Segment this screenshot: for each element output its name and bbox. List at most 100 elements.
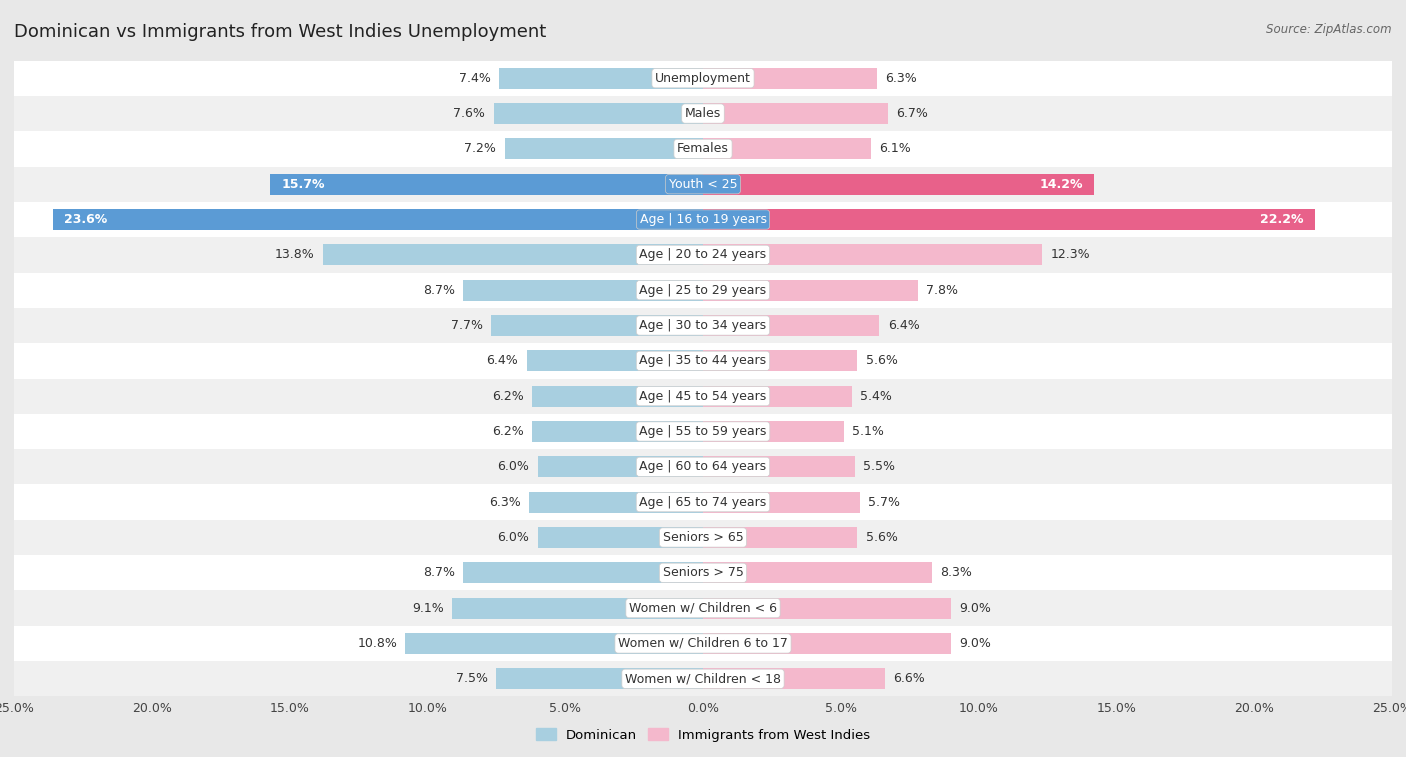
Bar (14, 661, 1392, 696)
Text: 5.7%: 5.7% (869, 496, 900, 509)
Bar (703, 103, 887, 124)
Bar (537, 456, 703, 478)
Bar (703, 421, 844, 442)
Text: Source: ZipAtlas.com: Source: ZipAtlas.com (1267, 23, 1392, 36)
Bar (323, 245, 703, 266)
Text: 10.8%: 10.8% (357, 637, 396, 650)
Bar (499, 67, 703, 89)
Text: Males: Males (685, 107, 721, 120)
Text: 7.2%: 7.2% (464, 142, 496, 155)
Text: Age | 65 to 74 years: Age | 65 to 74 years (640, 496, 766, 509)
Bar (703, 633, 950, 654)
Text: 9.0%: 9.0% (959, 602, 991, 615)
Text: Age | 60 to 64 years: Age | 60 to 64 years (640, 460, 766, 473)
Text: Females: Females (678, 142, 728, 155)
Bar (703, 67, 876, 89)
Text: 6.1%: 6.1% (879, 142, 911, 155)
Text: 7.4%: 7.4% (458, 72, 491, 85)
Text: Women w/ Children 6 to 17: Women w/ Children 6 to 17 (619, 637, 787, 650)
Bar (703, 597, 950, 618)
Bar (703, 456, 855, 478)
Bar (703, 315, 879, 336)
Text: Dominican vs Immigrants from West Indies Unemployment: Dominican vs Immigrants from West Indies… (14, 23, 547, 41)
Text: Age | 35 to 44 years: Age | 35 to 44 years (640, 354, 766, 367)
Bar (52, 209, 703, 230)
Bar (703, 562, 932, 584)
Bar (270, 173, 703, 195)
Text: 6.4%: 6.4% (887, 319, 920, 332)
Text: Women w/ Children < 18: Women w/ Children < 18 (626, 672, 780, 685)
Text: 6.3%: 6.3% (884, 72, 917, 85)
Bar (537, 527, 703, 548)
Bar (14, 308, 1392, 343)
Bar (531, 421, 703, 442)
Text: Age | 55 to 59 years: Age | 55 to 59 years (640, 425, 766, 438)
Text: 5.6%: 5.6% (866, 354, 897, 367)
Bar (703, 350, 858, 372)
Text: 23.6%: 23.6% (63, 213, 107, 226)
Bar (14, 61, 1392, 96)
Bar (14, 96, 1392, 131)
Bar (14, 449, 1392, 484)
Text: 6.4%: 6.4% (486, 354, 519, 367)
Text: Age | 45 to 54 years: Age | 45 to 54 years (640, 390, 766, 403)
Bar (14, 167, 1392, 202)
Bar (14, 555, 1392, 590)
Bar (703, 385, 852, 407)
Bar (453, 597, 703, 618)
Text: Seniors > 65: Seniors > 65 (662, 531, 744, 544)
Text: 14.2%: 14.2% (1040, 178, 1083, 191)
Bar (703, 491, 860, 512)
Bar (14, 237, 1392, 273)
Text: 6.6%: 6.6% (893, 672, 925, 685)
Bar (703, 245, 1042, 266)
Text: 6.3%: 6.3% (489, 496, 522, 509)
Text: 5.6%: 5.6% (866, 531, 897, 544)
Text: Women w/ Children < 6: Women w/ Children < 6 (628, 602, 778, 615)
Bar (14, 414, 1392, 449)
Text: 9.0%: 9.0% (959, 637, 991, 650)
Text: 5.4%: 5.4% (860, 390, 891, 403)
Bar (703, 209, 1315, 230)
Bar (14, 202, 1392, 237)
Bar (14, 131, 1392, 167)
Text: 7.5%: 7.5% (456, 672, 488, 685)
Bar (463, 562, 703, 584)
Text: Seniors > 75: Seniors > 75 (662, 566, 744, 579)
Bar (703, 139, 872, 160)
Text: 15.7%: 15.7% (281, 178, 325, 191)
Text: 6.0%: 6.0% (498, 531, 530, 544)
Bar (14, 273, 1392, 308)
Bar (703, 527, 858, 548)
Bar (496, 668, 703, 690)
Bar (405, 633, 703, 654)
Text: 8.7%: 8.7% (423, 284, 456, 297)
Bar (14, 520, 1392, 555)
Text: 5.1%: 5.1% (852, 425, 884, 438)
Text: 7.8%: 7.8% (927, 284, 959, 297)
Bar (463, 279, 703, 301)
Bar (530, 491, 703, 512)
Text: Unemployment: Unemployment (655, 72, 751, 85)
Text: 6.7%: 6.7% (896, 107, 928, 120)
Text: 8.7%: 8.7% (423, 566, 456, 579)
Text: 22.2%: 22.2% (1260, 213, 1303, 226)
Bar (703, 668, 884, 690)
Bar (527, 350, 703, 372)
Text: 8.3%: 8.3% (941, 566, 972, 579)
Text: 9.1%: 9.1% (412, 602, 444, 615)
Text: 6.2%: 6.2% (492, 390, 524, 403)
Bar (14, 484, 1392, 520)
Legend: Dominican, Immigrants from West Indies: Dominican, Immigrants from West Indies (530, 723, 876, 747)
Text: Age | 30 to 34 years: Age | 30 to 34 years (640, 319, 766, 332)
Bar (491, 315, 703, 336)
Text: Age | 20 to 24 years: Age | 20 to 24 years (640, 248, 766, 261)
Text: 13.8%: 13.8% (274, 248, 315, 261)
Bar (703, 279, 918, 301)
Text: 7.7%: 7.7% (450, 319, 482, 332)
Bar (531, 385, 703, 407)
Text: 7.6%: 7.6% (453, 107, 485, 120)
Bar (14, 343, 1392, 378)
Bar (494, 103, 703, 124)
Bar (14, 378, 1392, 414)
